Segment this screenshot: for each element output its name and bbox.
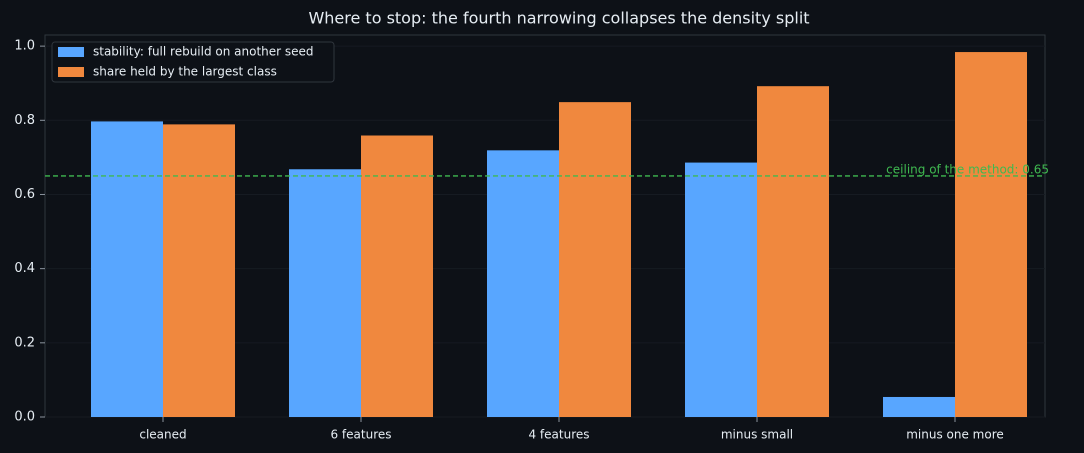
bar [289, 169, 361, 417]
x-tick-label: 6 features [330, 428, 391, 442]
legend-swatch [58, 47, 84, 57]
legend-label: share held by the largest class [93, 65, 277, 79]
y-tick-label: 0.4 [14, 261, 35, 276]
bar [685, 162, 757, 417]
legend-box [51, 41, 335, 83]
y-tick-label: 0.0 [14, 410, 35, 425]
y-tick-label: 0.6 [14, 187, 35, 202]
bar [955, 52, 1027, 418]
legend-swatch [58, 67, 84, 77]
bar [487, 150, 559, 418]
x-tick-label: minus one more [906, 428, 1004, 442]
y-tick-label: 0.8 [14, 113, 35, 128]
bar [883, 396, 955, 417]
x-tick-label: cleaned [139, 428, 186, 442]
y-tick-label: 0.2 [14, 335, 35, 350]
bar [757, 86, 829, 418]
bar [361, 135, 433, 418]
reference-label: ceiling of the method: 0.65 [886, 162, 1049, 176]
x-tick-label: minus small [721, 428, 793, 442]
legend-label: stability: full rebuild on another seed [93, 45, 314, 59]
x-tick-label: 4 features [528, 428, 589, 442]
y-tick-label: 1.0 [14, 39, 35, 54]
bar [559, 102, 631, 417]
chart-title: Where to stop: the fourth narrowing coll… [308, 9, 809, 28]
bar [91, 121, 163, 418]
bar [163, 124, 235, 417]
